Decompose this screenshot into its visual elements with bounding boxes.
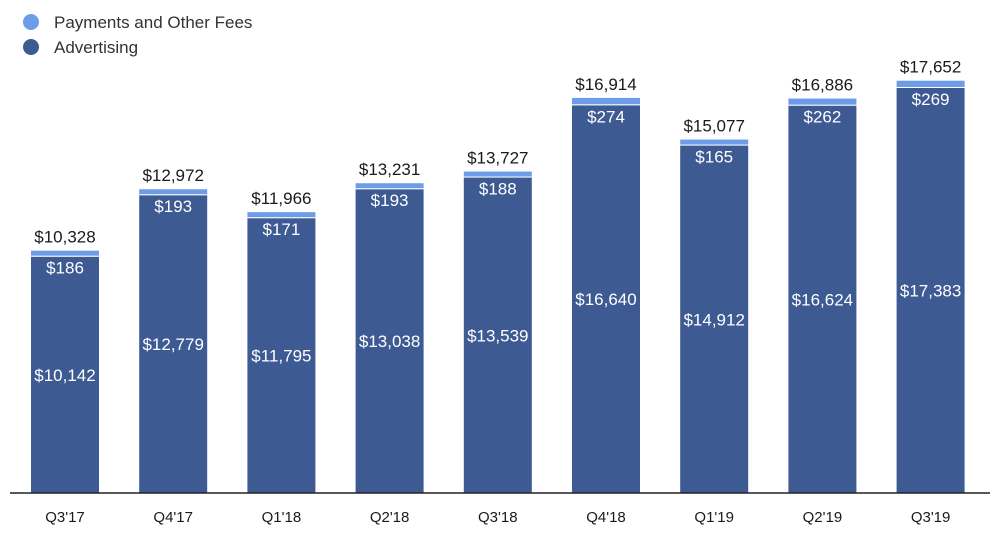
x-tick-label: Q2'19 — [803, 509, 843, 526]
legend-item-payments-marker — [23, 14, 39, 30]
payments-value-label: $171 — [262, 220, 300, 239]
payments-value-label: $274 — [587, 107, 625, 126]
payments-value-label: $186 — [46, 259, 84, 278]
legend-item-advertising-label: Advertising — [54, 38, 138, 57]
legend-item-payments-label: Payments and Other Fees — [54, 13, 252, 32]
advertising-value-label: $16,624 — [792, 290, 853, 309]
bar-advertising — [139, 195, 208, 493]
x-tick-label: Q2'18 — [370, 509, 410, 526]
bar-advertising — [355, 189, 424, 493]
advertising-value-label: $16,640 — [575, 290, 636, 309]
bar-payments — [572, 97, 640, 105]
total-label: $13,231 — [359, 160, 420, 179]
advertising-value-label: $17,383 — [900, 281, 961, 300]
bar-payments — [680, 139, 749, 145]
bar-payments — [355, 183, 424, 189]
payments-value-label: $262 — [803, 108, 841, 127]
total-label: $11,966 — [251, 189, 311, 208]
bar-payments — [896, 80, 965, 87]
bar-payments — [463, 171, 532, 177]
bar-segment-divider — [247, 217, 316, 219]
data-labels: $10,328 $186 $10,142 $12,972 $193 $12,779 $11,… — [34, 58, 961, 385]
bar-segment-divider — [139, 194, 208, 196]
x-tick-label: Q4'17 — [153, 509, 193, 526]
x-tick-label: Q4'18 — [586, 509, 626, 526]
bar-segment-divider — [680, 144, 749, 146]
bar-payments — [139, 189, 208, 195]
advertising-value-label: $13,539 — [467, 326, 528, 345]
bar-advertising — [247, 218, 316, 493]
advertising-value-label: $10,142 — [34, 366, 95, 385]
legend: Payments and Other Fees Advertising — [23, 13, 252, 57]
bar-payments — [788, 98, 857, 105]
bar-segment-divider — [355, 188, 424, 190]
bar-advertising — [680, 145, 749, 493]
payments-value-label: $193 — [154, 197, 192, 216]
x-axis-ticks: Q3'17 Q4'17 Q1'18 Q2'18 Q3'18 Q4'18 Q1'19 Q2'19… — [45, 509, 950, 526]
payments-value-label: $188 — [479, 180, 517, 199]
advertising-value-label: $12,779 — [142, 335, 203, 354]
payments-value-label: $269 — [912, 90, 950, 109]
payments-value-label: $193 — [371, 191, 409, 210]
bar-advertising — [896, 87, 965, 493]
total-label: $10,328 — [34, 228, 95, 247]
x-tick-label: Q1'18 — [262, 509, 302, 526]
x-tick-label: Q1'19 — [694, 509, 734, 526]
bar-advertising — [572, 105, 640, 494]
x-tick-label: Q3'17 — [45, 509, 85, 526]
bar-segment-divider — [896, 86, 965, 88]
total-label: $15,077 — [683, 117, 744, 136]
advertising-value-label: $11,795 — [251, 347, 311, 366]
bars — [31, 80, 965, 494]
x-tick-label: Q3'18 — [478, 509, 518, 526]
bar-segment-divider — [788, 104, 857, 106]
advertising-value-label: $13,038 — [359, 332, 420, 351]
bar-advertising — [788, 105, 857, 493]
legend-item-advertising-marker — [23, 39, 39, 55]
total-label: $13,727 — [467, 149, 528, 168]
payments-value-label: $165 — [695, 148, 733, 167]
total-label: $12,972 — [142, 166, 203, 185]
total-label: $16,886 — [792, 76, 853, 95]
bar-segment-divider — [31, 255, 99, 257]
bar-segment-divider — [463, 176, 532, 178]
total-label: $16,914 — [575, 75, 636, 94]
total-label: $17,652 — [900, 58, 961, 77]
bar-segment-divider — [572, 104, 640, 106]
bar-payments — [247, 212, 316, 218]
x-tick-label: Q3'19 — [911, 509, 951, 526]
bar-advertising — [463, 177, 532, 493]
advertising-value-label: $14,912 — [683, 310, 744, 329]
bar-payments — [31, 250, 99, 256]
bar-advertising — [31, 256, 99, 493]
